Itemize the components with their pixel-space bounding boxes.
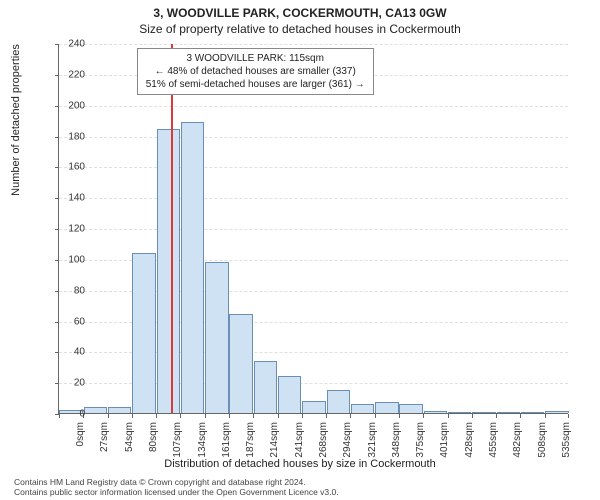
- histogram-chart: 3, WOODVILLE PARK, COCKERMOUTH, CA13 0GW…: [0, 0, 600, 500]
- annotation-line: 3 WOODVILLE PARK: 115sqm: [146, 52, 365, 65]
- x-tick-label: 375sqm: [415, 422, 426, 458]
- histogram-bar: [375, 402, 398, 413]
- y-tick-label: 200: [55, 100, 85, 111]
- histogram-bar: [327, 390, 350, 413]
- chart-title-line2: Size of property relative to detached ho…: [0, 22, 600, 36]
- footer-attribution: Contains HM Land Registry data © Crown c…: [14, 478, 339, 498]
- histogram-bar: [521, 412, 544, 413]
- histogram-bar: [302, 401, 325, 413]
- histogram-bar: [205, 262, 228, 413]
- x-tick-label: 348sqm: [391, 422, 402, 458]
- annotation-line: ← 48% of detached houses are smaller (33…: [146, 65, 365, 78]
- y-tick-label: 20: [55, 378, 85, 389]
- histogram-bar: [351, 404, 374, 413]
- x-tick-label: 214sqm: [269, 422, 280, 458]
- histogram-bar: [278, 376, 301, 413]
- histogram-bar: [399, 404, 422, 413]
- histogram-bar: [497, 412, 520, 413]
- x-tick-label: 134sqm: [197, 422, 208, 458]
- x-tick-label: 187sqm: [245, 422, 256, 458]
- y-tick-label: 80: [55, 285, 85, 296]
- y-tick-label: 140: [55, 193, 85, 204]
- x-tick-label: 0sqm: [75, 422, 86, 446]
- y-axis-label: Number of detached properties: [10, 10, 22, 230]
- histogram-bar: [254, 361, 277, 413]
- histogram-bar: [472, 412, 495, 413]
- x-tick-label: 321sqm: [367, 422, 378, 458]
- histogram-bar: [157, 129, 180, 413]
- histogram-bar: [229, 314, 252, 413]
- histogram-bar: [132, 253, 155, 413]
- y-tick-label: 120: [55, 224, 85, 235]
- x-tick-label: 535sqm: [561, 422, 572, 458]
- histogram-bar: [181, 122, 204, 413]
- histogram-bar: [424, 411, 447, 413]
- histogram-bar: [108, 407, 131, 413]
- x-tick-label: 27sqm: [99, 422, 110, 452]
- y-tick-label: 240: [55, 39, 85, 50]
- y-tick-label: 40: [55, 347, 85, 358]
- footer-line2: Contains public sector information licen…: [14, 488, 339, 498]
- x-tick-label: 508sqm: [537, 422, 548, 458]
- x-tick-label: 54sqm: [124, 422, 135, 452]
- histogram-bar: [84, 407, 107, 413]
- x-tick-label: 482sqm: [512, 422, 523, 458]
- y-tick-label: 180: [55, 131, 85, 142]
- x-tick-label: 161sqm: [221, 422, 232, 458]
- y-tick-label: 100: [55, 254, 85, 265]
- chart-title-line1: 3, WOODVILLE PARK, COCKERMOUTH, CA13 0GW: [0, 6, 600, 20]
- histogram-bar: [448, 412, 471, 413]
- y-tick-label: 220: [55, 69, 85, 80]
- x-tick-label: 455sqm: [488, 422, 499, 458]
- y-tick-label: 0: [55, 409, 85, 420]
- x-axis-label: Distribution of detached houses by size …: [0, 458, 600, 470]
- plot-area: 0sqm27sqm54sqm80sqm107sqm134sqm161sqm187…: [58, 44, 568, 414]
- x-tick-label: 241sqm: [294, 422, 305, 458]
- histogram-bar: [545, 411, 568, 413]
- annotation-line: 51% of semi-detached houses are larger (…: [146, 78, 365, 91]
- annotation-box: 3 WOODVILLE PARK: 115sqm← 48% of detache…: [137, 48, 374, 95]
- x-tick-label: 80sqm: [148, 422, 159, 452]
- x-tick-label: 294sqm: [342, 422, 353, 458]
- y-tick-label: 160: [55, 162, 85, 173]
- x-tick-label: 428sqm: [464, 422, 475, 458]
- x-tick-label: 107sqm: [172, 422, 183, 458]
- x-tick-label: 268sqm: [318, 422, 329, 458]
- x-tick-label: 401sqm: [439, 422, 450, 458]
- y-tick-label: 60: [55, 316, 85, 327]
